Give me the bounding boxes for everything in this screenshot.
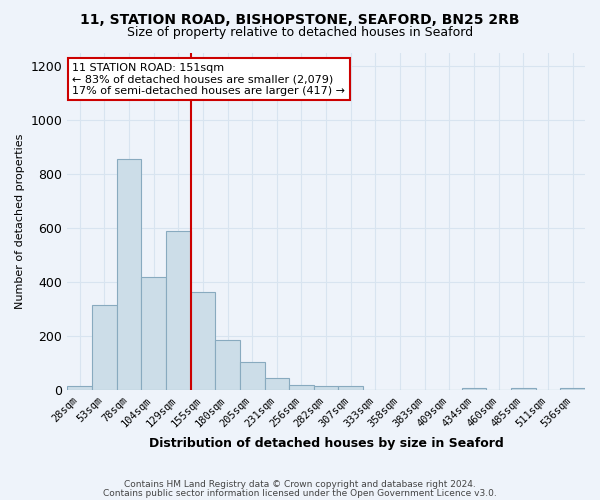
Bar [116,159,141,390]
Text: Contains HM Land Registry data © Crown copyright and database right 2024.: Contains HM Land Registry data © Crown c… [124,480,476,489]
Bar [560,388,585,390]
Bar [191,292,215,390]
Bar [338,386,363,390]
Bar [141,276,166,390]
Bar [314,386,338,390]
Bar [240,362,265,390]
Bar [265,378,289,390]
Text: Size of property relative to detached houses in Seaford: Size of property relative to detached ho… [127,26,473,39]
X-axis label: Distribution of detached houses by size in Seaford: Distribution of detached houses by size … [149,437,503,450]
Text: 11, STATION ROAD, BISHOPSTONE, SEAFORD, BN25 2RB: 11, STATION ROAD, BISHOPSTONE, SEAFORD, … [80,12,520,26]
Bar [511,388,536,390]
Bar [67,386,92,390]
Text: Contains public sector information licensed under the Open Government Licence v3: Contains public sector information licen… [103,488,497,498]
Y-axis label: Number of detached properties: Number of detached properties [15,134,25,309]
Bar [289,385,314,390]
Bar [92,305,116,390]
Bar [166,231,191,390]
Text: 11 STATION ROAD: 151sqm
← 83% of detached houses are smaller (2,079)
17% of semi: 11 STATION ROAD: 151sqm ← 83% of detache… [73,62,346,96]
Bar [215,340,240,390]
Bar [462,388,487,390]
